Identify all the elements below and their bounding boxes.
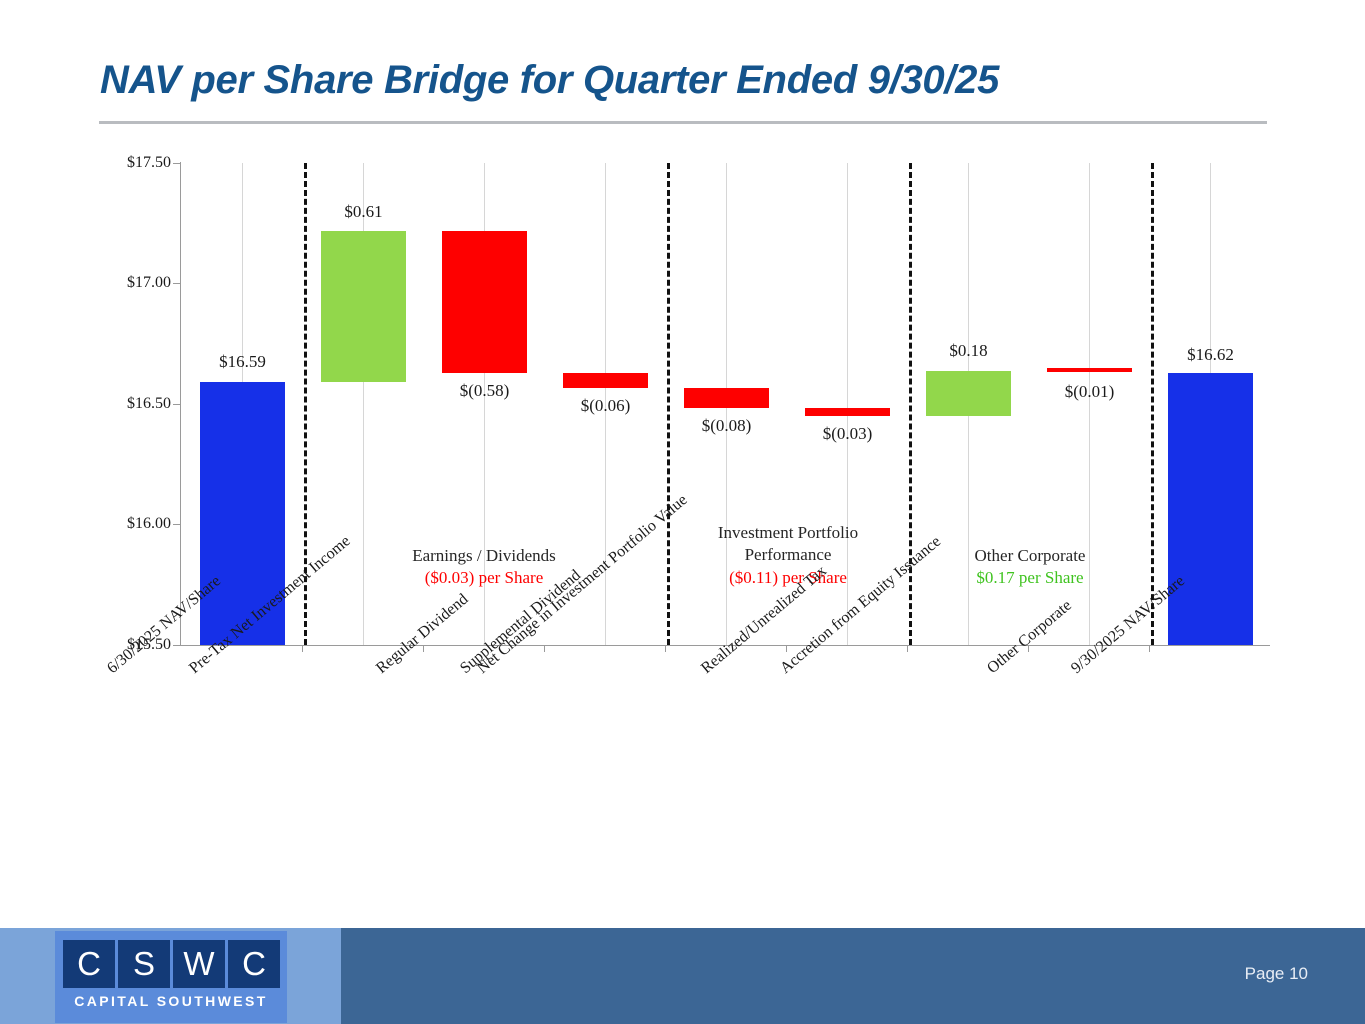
x-tick-mark — [302, 645, 303, 652]
logo-letter-w: W — [173, 940, 225, 988]
group-annotation-amount-suffix: per Share — [1014, 568, 1084, 588]
logo-letter-c1: C — [63, 940, 115, 988]
bar-value-label: $(0.08) — [701, 416, 752, 435]
bar-decrease-portfolio-value — [684, 388, 769, 408]
group-annotation-amount: $0.17 per Share — [910, 567, 1150, 589]
group-divider — [1151, 163, 1154, 645]
logo-letter-squares: C S W C — [63, 940, 280, 988]
group-annotation-amount-value: ($0.03) — [424, 568, 475, 588]
cswc-logo: C S W C CAPITAL SOUTHWEST — [55, 931, 287, 1023]
group-annotation-amount-value: $0.17 — [976, 568, 1015, 588]
bar-decrease-other-corporate — [1047, 368, 1132, 372]
category-gridline — [363, 163, 364, 645]
group-divider — [667, 163, 670, 645]
x-tick-mark — [544, 645, 545, 652]
x-tick-mark — [1028, 645, 1029, 652]
group-annotation-title: Earnings / Dividends — [412, 546, 556, 565]
group-divider — [304, 163, 307, 645]
group-annotation-amount-value: ($0.11) — [729, 567, 779, 587]
group-annotation-amount-suffix: per Share — [778, 567, 847, 587]
group-annotation-title: Investment Portfolio — [717, 523, 859, 542]
bar-decrease-regular-dividend — [442, 231, 527, 373]
x-tick-mark — [1149, 645, 1150, 652]
category-gridline — [847, 163, 848, 645]
page-number: Page 10 — [1244, 964, 1308, 983]
group-annotation-title: Other Corporate — [974, 546, 1086, 565]
bar-increase-nii — [321, 231, 406, 382]
group-annotation-earnings-dividends: Earnings / Dividends ($0.03) per Share — [364, 545, 604, 590]
x-axis-label-7: Other Corporate — [984, 596, 1075, 678]
bar-increase-accretion — [926, 371, 1011, 416]
bar-value-label: $(0.58) — [459, 381, 510, 400]
x-axis-line — [180, 645, 1270, 646]
bar-value-label: $0.18 — [949, 341, 988, 360]
x-tick-mark — [665, 645, 666, 652]
bar-total-end — [1168, 373, 1253, 645]
logo-letter-c2: C — [228, 940, 280, 988]
bar-total-start — [200, 382, 285, 645]
bar-value-label: $16.59 — [219, 352, 266, 371]
bar-decrease-supplemental-dividend — [563, 373, 648, 388]
page-title: NAV per Share Bridge for Quarter Ended 9… — [100, 58, 1000, 102]
bar-decrease-realized-unrealized-tax — [805, 408, 890, 416]
waterfall-chart: $17.50 $17.00 $16.50 $16.00 $15.50 $16.5… — [104, 154, 1270, 678]
group-annotation-amount-suffix: per Share — [474, 568, 544, 588]
category-gridline — [1089, 163, 1090, 645]
y-tick-mark — [173, 645, 181, 646]
x-tick-mark — [786, 645, 787, 652]
footer-band-dark — [341, 928, 1365, 1024]
bar-value-label: $0.61 — [344, 202, 383, 221]
category-gridline — [484, 163, 485, 645]
y-tick-label: $15.50 — [127, 636, 171, 653]
y-tick-label: $17.00 — [127, 274, 171, 291]
y-tick-mark — [173, 524, 181, 525]
group-divider — [909, 163, 912, 645]
title-divider — [99, 121, 1267, 124]
y-tick-label: $16.00 — [127, 515, 171, 532]
y-tick-mark — [173, 404, 181, 405]
y-tick-mark — [173, 163, 181, 164]
logo-letter-s: S — [118, 940, 170, 988]
bar-value-label: $16.62 — [1187, 345, 1234, 364]
x-tick-mark — [423, 645, 424, 652]
y-tick-label: $17.50 — [127, 154, 171, 171]
logo-tagline: CAPITAL SOUTHWEST — [74, 993, 268, 1009]
group-annotation-amount: ($0.03) per Share — [364, 567, 604, 589]
y-tick-label: $16.50 — [127, 395, 171, 412]
category-gridline — [605, 163, 606, 645]
bar-value-label: $(0.01) — [1064, 382, 1115, 401]
bar-value-label: $(0.03) — [822, 424, 873, 443]
x-tick-mark — [907, 645, 908, 652]
group-annotation-other-corporate: Other Corporate $0.17 per Share — [910, 545, 1150, 590]
y-tick-mark — [173, 283, 181, 284]
group-annotation-investment-portfolio-performance: Investment Portfolio Performance ($0.11)… — [668, 522, 908, 589]
bar-value-label: $(0.06) — [580, 396, 631, 415]
group-annotation-amount: ($0.11) per Share — [668, 567, 908, 589]
group-annotation-title-line2: Performance — [744, 545, 832, 565]
slide-footer: C S W C CAPITAL SOUTHWEST Page 10 — [0, 928, 1365, 1024]
